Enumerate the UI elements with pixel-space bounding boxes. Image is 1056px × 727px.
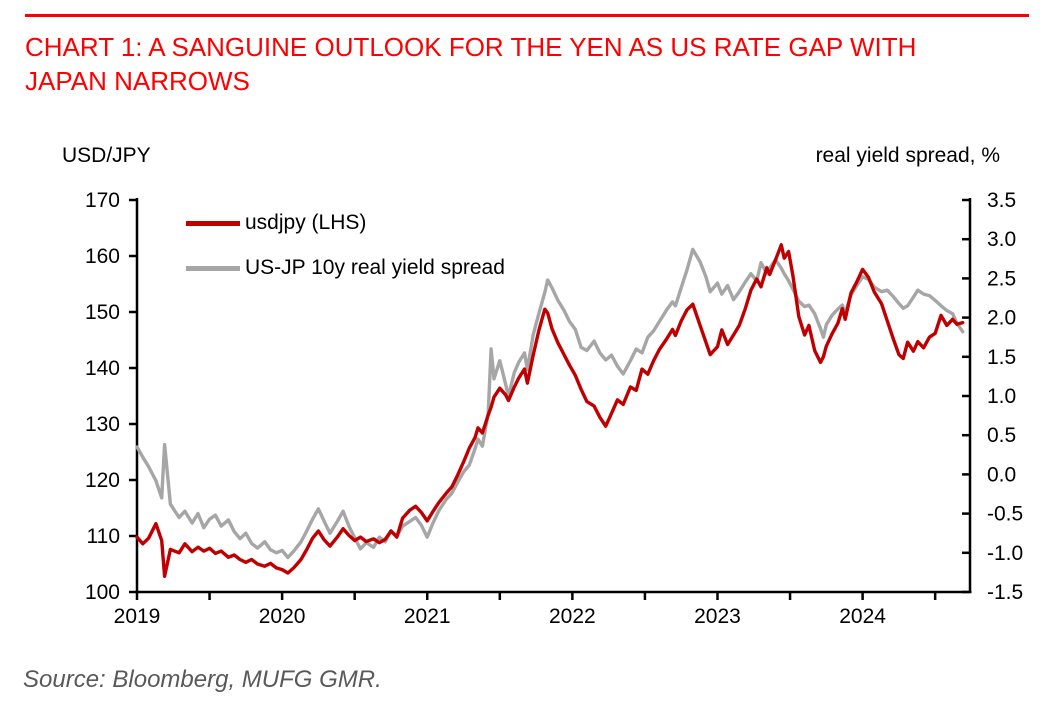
- x-axis-year-label: 2020: [259, 605, 306, 628]
- x-axis-year-label: 2024: [839, 605, 886, 628]
- y-right-tick-label: 3.5: [987, 189, 1016, 212]
- y-left-tick-label: 100: [85, 581, 120, 604]
- y-left-tick-label: 120: [85, 469, 120, 492]
- y-right-tick-label: 1.0: [987, 385, 1016, 408]
- right-axis-title: real yield spread, %: [815, 144, 1000, 167]
- y-left-tick-label: 150: [85, 301, 120, 324]
- page-title: CHART 1: A SANGUINE OUTLOOK FOR THE YEN …: [25, 30, 1030, 98]
- y-right-tick-label: 3.0: [987, 228, 1016, 251]
- y-left-tick-label: 160: [85, 245, 120, 268]
- x-axis-year-label: 2021: [404, 605, 451, 628]
- legend-label-usdjpy: usdjpy (LHS): [245, 211, 367, 234]
- y-left-tick-label: 170: [85, 189, 120, 212]
- source-note: Source: Bloomberg, MUFG GMR.: [23, 666, 382, 693]
- y-left-tick-label: 110: [87, 525, 120, 548]
- legend-item-spread: US-JP 10y real yield spread: [186, 251, 505, 285]
- y-right-tick-label: 1.5: [987, 346, 1016, 369]
- y-right-tick-label: 0.5: [987, 424, 1016, 447]
- y-right-tick-label: 2.5: [987, 267, 1016, 290]
- y-right-tick-label: 2.0: [987, 307, 1016, 330]
- legend-item-usdjpy: usdjpy (LHS): [186, 206, 505, 240]
- chart-legend: usdjpy (LHS) US-JP 10y real yield spread: [186, 206, 505, 296]
- y-right-tick-label: -1.0: [987, 542, 1023, 565]
- left-axis-title: USD/JPY: [62, 144, 151, 167]
- x-axis-year-label: 2022: [549, 605, 596, 628]
- y-left-tick-label: 130: [85, 413, 120, 436]
- y-left-tick-label: 140: [85, 357, 120, 380]
- usdjpy-line-swatch: [186, 220, 240, 226]
- x-axis-year-label: 2023: [694, 605, 741, 628]
- series-line-spread: [135, 247, 965, 560]
- page-title-line1: CHART 1: A SANGUINE OUTLOOK FOR THE YEN …: [25, 32, 917, 62]
- title-rule: [25, 14, 1029, 17]
- y-right-tick-label: -0.5: [987, 503, 1023, 526]
- series-line-usdjpy: [135, 243, 965, 578]
- spread-line-swatch: [186, 265, 240, 271]
- legend-label-spread: US-JP 10y real yield spread: [245, 256, 505, 279]
- y-right-tick-label: 0.0: [987, 463, 1016, 486]
- page-title-line2: JAPAN NARROWS: [25, 66, 250, 96]
- x-axis-year-label: 2019: [114, 605, 161, 628]
- y-right-tick-label: -1.5: [987, 581, 1023, 604]
